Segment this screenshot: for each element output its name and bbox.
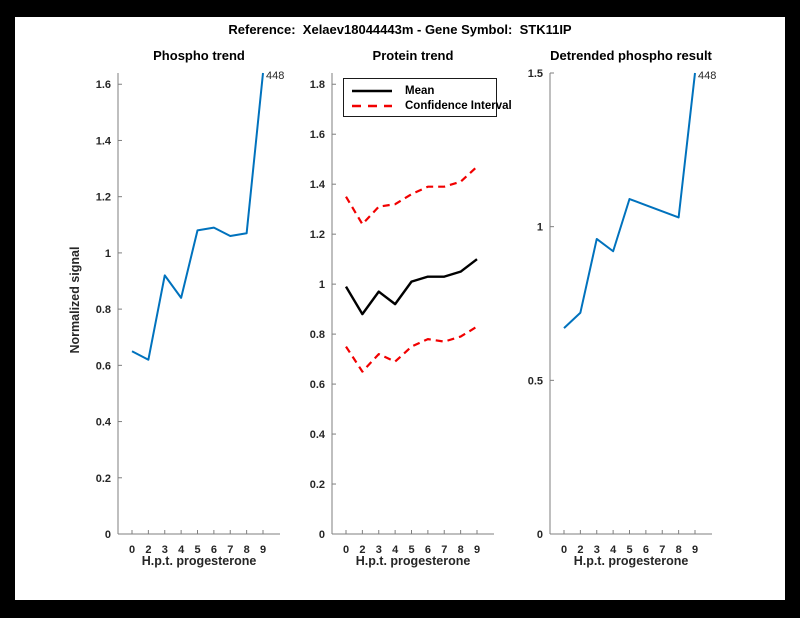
y-tick-label: 1.5 bbox=[528, 68, 543, 80]
x-tick-label: 9 bbox=[260, 544, 266, 556]
y-tick-label: 1.4 bbox=[96, 135, 112, 147]
x-axis-label-1: H.p.t. progesterone bbox=[141, 554, 257, 568]
y-tick-label: 1.2 bbox=[310, 229, 325, 241]
y-tick-label: 0 bbox=[319, 529, 325, 541]
y-tick-label: 0.6 bbox=[96, 360, 111, 372]
x-tick-label: 4 bbox=[610, 544, 617, 556]
x-tick-label: 8 bbox=[676, 544, 682, 556]
x-tick-label: 7 bbox=[659, 544, 665, 556]
x-tick-label: 6 bbox=[643, 544, 649, 556]
phospho-signal-line bbox=[131, 72, 264, 361]
figure-title: Reference: Xelaev18044443m - Gene Symbol… bbox=[228, 22, 572, 37]
y-tick-label: 0.8 bbox=[310, 329, 325, 341]
y-tick-label: 0.4 bbox=[310, 429, 326, 441]
x-tick-label: 4 bbox=[392, 544, 399, 556]
x-tick-label: 6 bbox=[211, 544, 217, 556]
y-tick-label: 1.2 bbox=[96, 192, 111, 204]
x-tick-label: 7 bbox=[227, 544, 233, 556]
mean-line-swatch bbox=[352, 89, 392, 92]
x-tick-label: 8 bbox=[244, 544, 250, 556]
y-tick-label: 1 bbox=[537, 222, 543, 234]
mean-line bbox=[344, 258, 478, 316]
y-tick-label: 0.2 bbox=[96, 473, 111, 485]
legend: Mean Confidence Interval bbox=[343, 78, 512, 117]
subplot-title-phospho-trend: Phospho trend bbox=[153, 48, 245, 63]
y-tick-label: 1.6 bbox=[310, 129, 325, 141]
confidence-interval-lower-line bbox=[345, 325, 478, 373]
x-tick-label: 7 bbox=[441, 544, 447, 556]
x-tick-label: 3 bbox=[594, 544, 600, 556]
y-tick-label: 0.2 bbox=[310, 479, 325, 491]
y-tick-label: 1.4 bbox=[310, 179, 326, 191]
y-tick-label: 0 bbox=[537, 529, 543, 541]
x-axis-label-3: H.p.t. progesterone bbox=[573, 554, 689, 568]
x-tick-label: 3 bbox=[376, 544, 382, 556]
x-tick-label: 9 bbox=[474, 544, 480, 556]
y-tick-label: 0.4 bbox=[96, 417, 112, 429]
x-tick-label: 2 bbox=[577, 544, 583, 556]
x-tick-label: 0 bbox=[343, 544, 349, 556]
y-tick-label: 0.8 bbox=[96, 304, 111, 316]
x-tick-label: 9 bbox=[692, 544, 698, 556]
legend-row-mean: Mean bbox=[344, 83, 496, 98]
detrended-phospho-line bbox=[563, 72, 696, 329]
y-tick-label: 1 bbox=[319, 279, 325, 291]
confidence-interval-upper-line bbox=[345, 165, 478, 226]
legend-label-mean: Mean bbox=[405, 84, 435, 97]
legend-label-confidence-interval: Confidence Interval bbox=[405, 99, 512, 112]
x-tick-label: 5 bbox=[194, 544, 200, 556]
x-tick-label: 0 bbox=[129, 544, 135, 556]
x-tick-label: 8 bbox=[458, 544, 464, 556]
y-tick-label: 1 bbox=[105, 248, 111, 260]
endpoint-annotation: 448 bbox=[698, 70, 716, 82]
y-tick-label: 1.6 bbox=[96, 79, 111, 91]
x-axis-label-2: H.p.t. progesterone bbox=[355, 554, 471, 568]
x-tick-label: 5 bbox=[408, 544, 414, 556]
endpoint-annotation: 448 bbox=[266, 70, 284, 82]
subplot-title-detrended-phospho: Detrended phospho result bbox=[550, 48, 712, 63]
subplot-title-protein-trend: Protein trend bbox=[372, 48, 454, 63]
x-tick-label: 3 bbox=[162, 544, 168, 556]
confidence-interval-swatch bbox=[352, 104, 392, 107]
x-tick-label: 2 bbox=[145, 544, 151, 556]
y-tick-label: 0.6 bbox=[310, 379, 325, 391]
x-tick-label: 4 bbox=[178, 544, 185, 556]
y-tick-label: 1.8 bbox=[310, 79, 325, 91]
x-tick-label: 5 bbox=[626, 544, 632, 556]
legend-row-confidence-interval: Confidence Interval bbox=[344, 98, 512, 113]
y-tick-label: 0.5 bbox=[528, 375, 543, 387]
matlab-figure: Reference: Xelaev18044443m - Gene Symbol… bbox=[15, 17, 785, 600]
y-tick-label: 0 bbox=[105, 529, 111, 541]
x-tick-label: 6 bbox=[425, 544, 431, 556]
x-tick-label: 2 bbox=[359, 544, 365, 556]
x-tick-label: 0 bbox=[561, 544, 567, 556]
